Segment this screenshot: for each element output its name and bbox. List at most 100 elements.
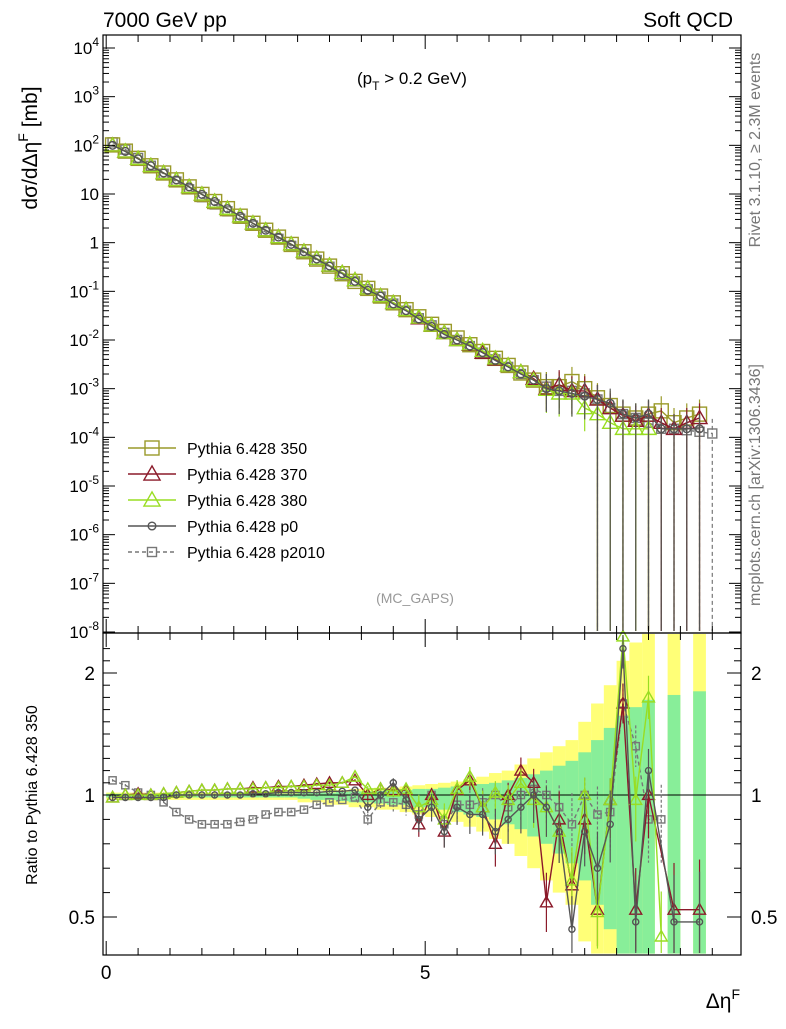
- main-marker-p0-41: [631, 413, 641, 423]
- main-line-p350: [112, 144, 700, 424]
- ratio-marker-p380-9: [220, 781, 235, 795]
- main-ytick-label-base-11: 10: [69, 574, 88, 593]
- ratio-marker-p2010-12: [261, 810, 270, 819]
- main-marker-p0-4: [159, 168, 169, 178]
- ratio-band-green-26: [437, 787, 451, 810]
- ratio-marker-p0-16: [312, 788, 321, 797]
- main-marker-p0-15: [299, 247, 309, 257]
- ratio-marker-p0-23: [402, 796, 410, 804]
- rivet-info-label: Rivet 3.1.10, ≥ 2.3M events: [747, 53, 764, 248]
- main-ytick-label-base-5: 10: [69, 282, 88, 301]
- main-marker-p0-39: [605, 398, 615, 408]
- legend-marker-p350: [144, 440, 160, 456]
- ratio-marker-p0-7: [198, 791, 206, 799]
- legend-marker-p370: [142, 464, 162, 481]
- ratio-marker-p380-43: [654, 929, 669, 942]
- main-frame: [102, 34, 742, 634]
- pt-cut-annotation-sub: T: [372, 79, 380, 93]
- main-marker-p0-25: [427, 321, 437, 331]
- main-marker-p0-6: [184, 182, 194, 192]
- legend-label-p0: Pythia 6.428 p0: [187, 519, 298, 536]
- main-y-axis-label: dσ/dΔηF [mb]: [15, 86, 42, 209]
- ratio-marker-p380-30: [488, 785, 503, 798]
- ratio-marker-p0-3: [147, 793, 155, 802]
- main-ytick-label-exp-5: -1: [88, 278, 99, 292]
- ratio-band-green-43: [667, 694, 681, 954]
- ratio-marker-p0-44: [695, 918, 704, 926]
- ratio-marker-p0-13: [274, 788, 283, 797]
- ratio-marker-p380-19: [347, 769, 363, 782]
- main-marker-p0-31: [503, 362, 513, 372]
- main-ytick-label-7: 10-3: [69, 376, 99, 399]
- main-marker-p0-33: [529, 375, 539, 385]
- main-ytick-label-1: 103: [73, 84, 99, 107]
- main-marker-p0-13: [273, 232, 283, 242]
- main-marker-p0-7: [197, 189, 207, 199]
- main-ytick-label-base-12: 10: [69, 623, 88, 642]
- main-y-axis-label-main: dσ/dΔη: [19, 142, 42, 210]
- main-ytick-label-base-6: 10: [69, 331, 88, 350]
- ratio-frame: [102, 632, 742, 956]
- main-marker-p2010-47: [707, 428, 718, 439]
- main-marker-p0-11: [248, 218, 258, 228]
- header-left-label: 7000 GeV pp: [103, 9, 227, 32]
- ratio-band-green-36: [565, 760, 579, 864]
- main-marker-p0-3: [146, 161, 156, 171]
- main-marker-p0-20: [363, 285, 373, 295]
- ratio-marker-p0-25: [427, 803, 436, 811]
- ratio-marker-p2010-11: [248, 815, 258, 824]
- ratio-marker-p2010-18: [337, 795, 347, 805]
- main-ytick-label-base-10: 10: [69, 526, 88, 545]
- ratio-marker-p380-12: [258, 780, 273, 793]
- ratio-marker-p2010-36: [567, 819, 577, 829]
- ratio-marker-p380-32: [513, 775, 529, 788]
- ratio-marker-p370-17: [322, 775, 337, 788]
- main-marker-p0-26: [439, 329, 449, 339]
- ratio-marker-p380-41: [628, 792, 643, 806]
- ratio-marker-p0-19: [351, 786, 359, 794]
- main-ytick-label-exp-9: -5: [88, 473, 99, 487]
- ratio-marker-p2010-22: [388, 798, 398, 807]
- ratio-marker-p0-18: [338, 787, 347, 796]
- ratio-marker-p0-0: [108, 793, 117, 802]
- ratio-marker-p380-15: [296, 779, 312, 792]
- main-ytick-label-base-1: 10: [73, 88, 92, 107]
- main-ytick-label-12: 10-8: [69, 619, 99, 642]
- x-axis-label: ΔηF: [706, 986, 740, 1013]
- ratio-marker-p0-2: [134, 793, 142, 802]
- ratio-marker-p2010-7: [197, 819, 207, 829]
- ratio-marker-p380-18: [335, 775, 350, 788]
- ratio-marker-p2010-10: [235, 817, 245, 827]
- main-ytick-label-exp-2: 2: [92, 132, 99, 146]
- x-tick-label-0: 0: [101, 963, 112, 984]
- ratio-marker-p0-33: [529, 791, 538, 799]
- ratio-line-p2010: [112, 703, 662, 826]
- main-ytick-label-exp-8: -4: [88, 424, 99, 438]
- main-marker-p0-27: [452, 335, 462, 345]
- main-marker-p0-44: [669, 424, 679, 434]
- main-marker-p0-38: [592, 394, 602, 404]
- ratio-marker-p0-15: [300, 788, 308, 797]
- ratio-marker-p0-35: [555, 827, 563, 836]
- main-ytick-label-base-8: 10: [69, 428, 88, 447]
- x-axis-label-sup: F: [731, 986, 740, 1002]
- legend-label-p2010: Pythia 6.428 p2010: [187, 545, 325, 562]
- main-marker-p0-22: [388, 299, 398, 309]
- main-marker-p0-12: [261, 225, 271, 235]
- ratio-marker-p2010-0: [108, 776, 117, 785]
- ratio-marker-p0-26: [440, 827, 449, 836]
- ratio-marker-p0-10: [236, 791, 244, 799]
- main-marker-p0-8: [210, 197, 220, 207]
- ratio-ytick-label-left-2: 0.5: [69, 908, 95, 929]
- main-marker-p0-43: [656, 424, 666, 434]
- analysis-watermark: (MC_GAPS): [376, 590, 454, 606]
- main-marker-p0-29: [478, 348, 488, 358]
- main-marker-p0-23: [401, 306, 411, 316]
- legend-label-p380: Pythia 6.428 380: [187, 493, 307, 510]
- ratio-marker-p0-21: [376, 791, 385, 799]
- ratio-marker-p0-41: [631, 918, 640, 926]
- ratio-marker-p370-42: [641, 787, 656, 801]
- main-marker-p0-19: [350, 276, 360, 286]
- ratio-marker-p0-42: [644, 766, 653, 775]
